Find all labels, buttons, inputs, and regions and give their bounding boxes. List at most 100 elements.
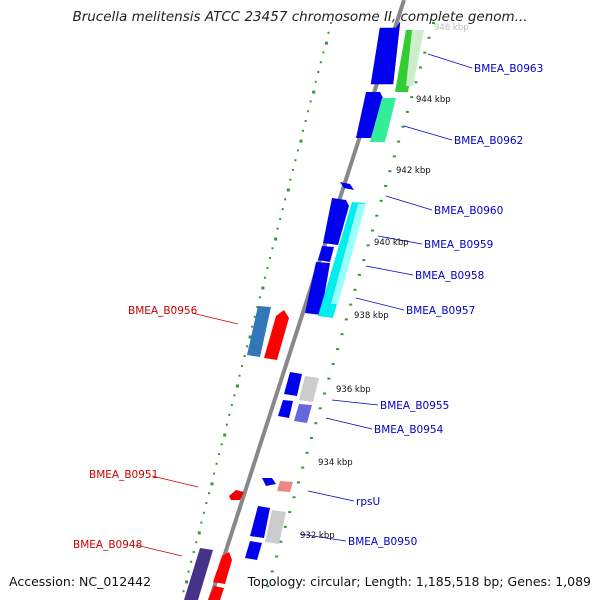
gene-feature-b0950[interactable] [250,506,270,538]
gene-feature-b0963[interactable] [370,21,401,85]
gc-dot [185,580,189,584]
tick-label: 938 kbp [354,311,389,321]
gc-dot [269,257,271,260]
gc-dot [218,453,221,456]
leader-b0951 [151,475,199,488]
gc-dot [243,355,246,358]
gene-feature-rpsu[interactable] [262,478,276,486]
gene-label[interactable]: BMEA_B0957 [406,305,475,317]
leader-b0960 [385,195,433,211]
tick-dash [309,437,313,439]
gene-feature-b0948-small[interactable] [208,586,224,600]
tick-label: 934 kbp [318,458,353,468]
tick-dash [323,392,326,395]
gene-feature-b0951[interactable] [229,490,244,500]
gc-dot [276,227,279,230]
gc-dot [324,41,328,45]
tick-dash [288,511,292,514]
gc-dot [296,149,299,152]
tick-dash [292,496,296,499]
tick-dash [397,140,401,143]
gene-feature-b0950-small[interactable] [245,541,262,560]
gene-feature-b0957-ortholog-light[interactable] [331,204,366,304]
gene-label[interactable]: BMEA_B0960 [434,205,503,217]
gc-dot [202,511,205,514]
tick-dash [340,333,344,336]
gene-label[interactable]: BMEA_B0958 [415,270,484,282]
gene-feature-b0963-ortholog-light[interactable] [406,30,424,86]
leader-b0957 [355,297,405,311]
gene-label[interactable]: BMEA_B0959 [424,239,493,251]
gene-label[interactable]: BMEA_B0954 [374,424,444,436]
gene-feature-b0950-ortholog[interactable] [265,510,286,544]
gc-dot [304,120,307,122]
leader-b0955 [331,399,379,406]
gene-label[interactable]: BMEA_B0951 [89,469,158,481]
tick-dash [331,362,335,365]
gene-label[interactable]: rpsU [356,496,380,508]
gene-labels: BMEA_B0963 BMEA_B0962 BMEA_B0960 BMEA_B0… [73,63,543,551]
tick-dash [388,170,392,173]
gc-dot [271,247,274,250]
gc-dot [215,462,218,465]
tick-dash [266,585,270,588]
gene-feature-b0955-ortholog[interactable] [299,376,319,402]
tick-dash [279,540,283,543]
gc-dot [281,208,284,211]
gc-dot [205,502,208,504]
gene-feature-b0956-ortholog[interactable] [247,306,271,357]
tick-dash [362,259,366,262]
gc-dot [327,31,330,34]
gene-feature-b0955[interactable] [284,372,302,396]
gc-dot [279,217,282,220]
tick-dash [336,348,340,351]
gc-dot [235,384,239,388]
gc-dot [210,482,214,486]
gene-label[interactable]: BMEA_B0963 [474,63,543,75]
gene-label[interactable]: BMEA_B0948 [73,539,142,551]
gene-label[interactable]: BMEA_B0950 [348,536,417,548]
gene-feature-b0948-ortholog[interactable] [184,548,213,600]
tick-dash [318,407,322,410]
gene-feature-rpsu-ortholog[interactable] [277,481,293,492]
tick-dash [414,81,418,84]
gc-dot [223,433,227,437]
gene-feature-b0954-ortholog[interactable] [294,404,312,423]
tick-dash [366,244,370,247]
gene-feature-b0948[interactable] [213,552,232,584]
gene-label[interactable]: BMEA_B0962 [454,135,523,147]
gc-dot [208,492,210,495]
tick-dash [371,229,374,232]
leader-b0962 [403,125,453,141]
gene-feature-b0960[interactable] [340,182,354,190]
gc-dot [197,531,201,535]
tick-dash [357,273,361,276]
tick-label: 932 kbp [300,531,335,541]
tick-label: 940 kbp [374,238,409,248]
chromosome-backbone [208,0,406,600]
tick-dash [353,288,357,291]
gene-feature-b0959-small[interactable] [318,246,334,262]
gene-label[interactable]: BMEA_B0956 [128,305,198,317]
gene-feature-b0962[interactable] [356,92,383,138]
tick-dash [427,36,431,39]
gene-feature-b0962-ortholog[interactable] [370,98,396,142]
gene-feature-b0956[interactable] [264,310,289,360]
gene-feature-b0958[interactable] [305,262,330,315]
gene-feature-b0959[interactable] [323,198,349,245]
gene-feature-b0954[interactable] [278,400,293,418]
tick-label: 946 kbp [434,23,469,33]
gc-dot [319,61,322,64]
gc-dot [195,541,198,544]
tick-dash [283,525,287,528]
gene-label[interactable]: BMEA_B0955 [380,400,449,412]
gc-dot [302,129,304,132]
gc-dot [238,374,241,377]
gc-dot [309,100,312,103]
gc-dot [187,570,190,573]
gc-dot [289,178,292,181]
leader-b0954 [325,417,373,430]
gc-dot [246,345,249,348]
gc-dot [248,335,252,339]
